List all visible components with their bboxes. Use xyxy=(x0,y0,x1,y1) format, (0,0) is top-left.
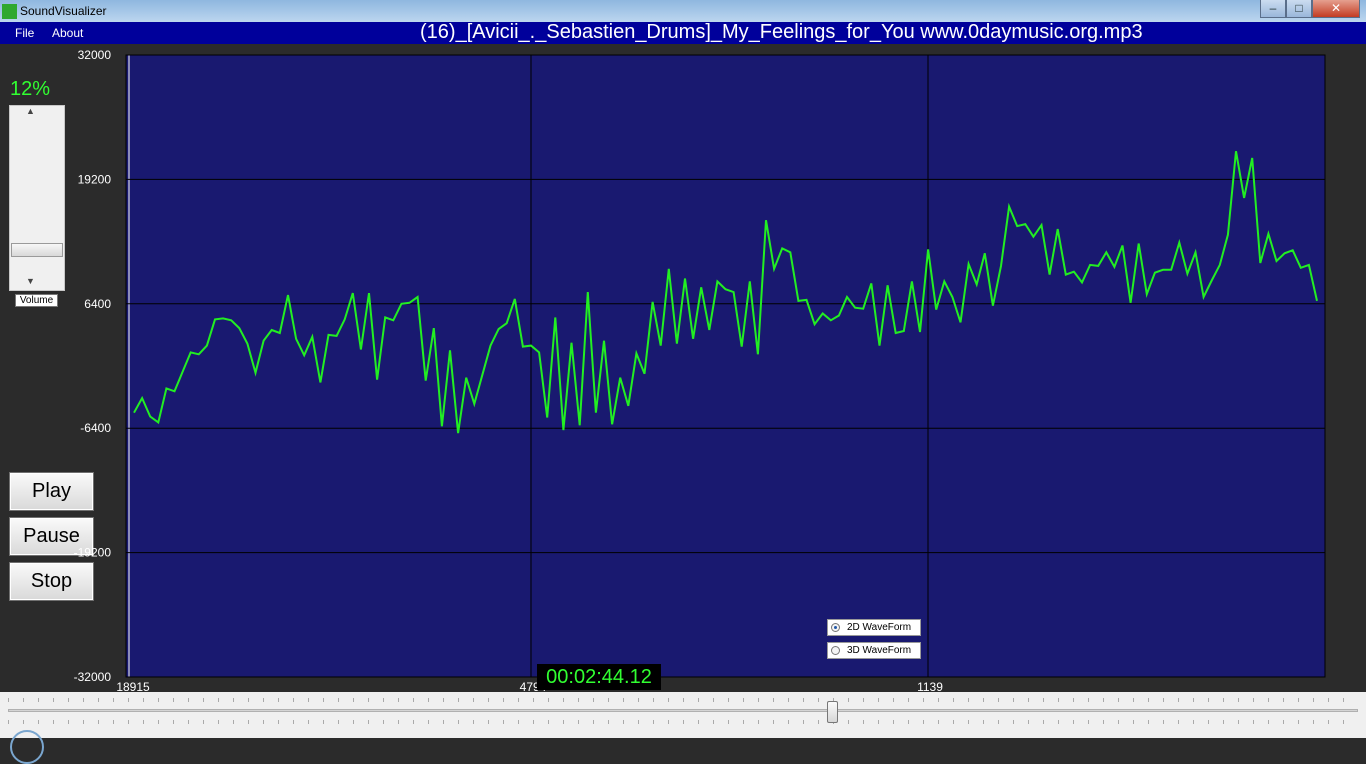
seek-thumb[interactable] xyxy=(826,701,838,723)
volume-label: Volume xyxy=(15,294,58,307)
seek-ticks-bottom xyxy=(8,720,1358,724)
seek-ticks-top xyxy=(8,698,1358,702)
radio-label: 3D WaveForm xyxy=(847,645,912,656)
volume-slider[interactable] xyxy=(9,105,65,291)
radio-label: 2D WaveForm xyxy=(847,622,912,633)
seek-bar[interactable] xyxy=(0,692,1366,764)
window-title: SoundVisualizer xyxy=(20,4,107,18)
close-button[interactable]: ✕ xyxy=(1312,0,1360,18)
volume-down-arrow-icon[interactable]: ▼ xyxy=(26,276,35,286)
seek-track[interactable] xyxy=(8,709,1358,712)
radio-3d-waveform[interactable]: 3D WaveForm xyxy=(827,642,921,659)
y-tick-label: -6400 xyxy=(80,421,111,435)
radio-2d-waveform[interactable]: 2D WaveForm xyxy=(827,619,921,636)
waveform-series-line xyxy=(133,151,1318,434)
time-display: 00:02:44.12 xyxy=(537,664,661,690)
radio-unselected-icon xyxy=(831,646,840,655)
y-tick-label: 19200 xyxy=(78,172,112,186)
menu-about[interactable]: About xyxy=(52,26,84,40)
menu-file[interactable]: File xyxy=(15,26,35,40)
y-tick-label: -32000 xyxy=(74,670,112,684)
x-tick-label: 1139 xyxy=(917,680,943,692)
song-title: (16)_[Avicii_._Sebastien_Drums]_My_Feeli… xyxy=(420,21,1143,43)
volume-slider-thumb[interactable] xyxy=(11,242,63,257)
play-button[interactable]: Play xyxy=(9,472,94,511)
y-tick-label: -19200 xyxy=(74,546,112,560)
title-bar: SoundVisualizer – □ ✕ xyxy=(0,0,1366,22)
volume-percent: 12% xyxy=(10,78,51,100)
y-tick-label: 32000 xyxy=(78,48,112,62)
volume-up-arrow-icon[interactable]: ▲ xyxy=(26,106,35,116)
start-orb-icon[interactable] xyxy=(10,730,44,764)
y-tick-label: 6400 xyxy=(84,297,111,311)
minimize-button[interactable]: – xyxy=(1260,0,1286,18)
pause-button[interactable]: Pause xyxy=(9,517,94,556)
x-tick-label: 18915 xyxy=(116,680,150,692)
app-icon xyxy=(2,4,17,19)
radio-selected-icon xyxy=(831,623,840,632)
menu-bar: File About xyxy=(0,22,1366,44)
plot-area xyxy=(125,54,1326,678)
stop-button[interactable]: Stop xyxy=(9,562,94,601)
maximize-button[interactable]: □ xyxy=(1286,0,1312,18)
